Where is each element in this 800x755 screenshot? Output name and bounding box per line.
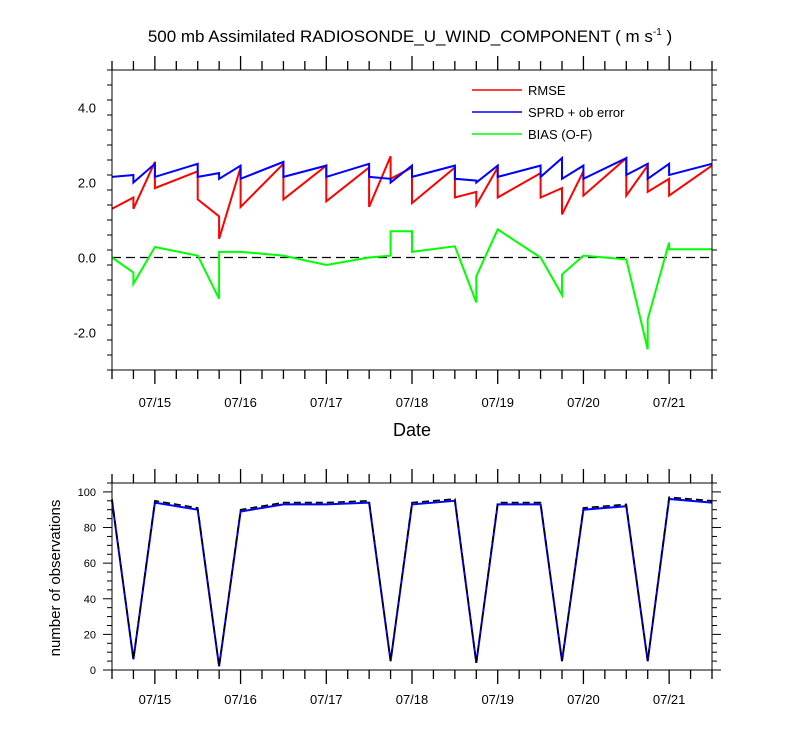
bottom-y-tick-labels: 0 20 40 60 80 100 — [78, 487, 96, 677]
x-tick-label: 07/18 — [396, 395, 429, 410]
x-axis-title: Date — [393, 420, 431, 440]
series-line-bias — [111, 227, 712, 350]
y-tick-label: 60 — [84, 558, 96, 570]
x-tick-label: 07/17 — [310, 395, 343, 410]
legend: RMSE SPRD + ob error BIAS (O-F) — [472, 83, 625, 142]
y-tick-label: 100 — [78, 487, 96, 499]
series-line-observations-dashed — [111, 496, 713, 667]
y-tick-label: 80 — [84, 523, 96, 535]
x-tick-label: 07/18 — [396, 692, 429, 707]
y-tick-label: 0 — [90, 665, 96, 677]
x-tick-label: 07/20 — [567, 692, 600, 707]
y-tick-label: 40 — [84, 594, 96, 606]
top-plot-frame — [111, 69, 713, 371]
series-line-rmse — [111, 155, 713, 240]
y-tick-label: 4.0 — [78, 101, 96, 116]
x-tick-label: 07/20 — [567, 395, 600, 410]
x-tick-label: 07/15 — [139, 692, 172, 707]
bottom-x-tick-labels: 07/15 07/16 07/17 07/18 07/19 07/20 07/21 — [139, 692, 686, 707]
bottom-axis-ticks — [103, 469, 721, 684]
y-tick-label: 0.0 — [78, 251, 96, 266]
top-x-tick-labels: 07/15 07/16 07/17 07/18 07/19 07/20 07/21 — [139, 395, 686, 410]
top-axis-ticks — [107, 56, 717, 384]
legend-label-bias: BIAS (O-F) — [528, 127, 592, 142]
bottom-plot-frame — [111, 482, 713, 671]
legend-label-rmse: RMSE — [528, 83, 566, 98]
x-tick-label: 07/19 — [481, 395, 514, 410]
chart-title: 500 mb Assimilated RADIOSONDE_U_WIND_COM… — [148, 27, 672, 46]
x-tick-label: 07/21 — [653, 395, 686, 410]
bottom-plot-area — [111, 496, 713, 667]
legend-label-sprd: SPRD + ob error — [528, 105, 625, 120]
y-tick-label: 2.0 — [78, 176, 96, 191]
x-tick-label: 07/16 — [224, 395, 257, 410]
y-axis-title-observations: number of observations — [47, 500, 64, 657]
series-line-sprd-ob-error — [111, 155, 713, 185]
x-tick-label: 07/21 — [653, 692, 686, 707]
y-tick-label: -2.0 — [74, 326, 96, 341]
x-tick-label: 07/19 — [481, 692, 514, 707]
x-tick-label: 07/17 — [310, 692, 343, 707]
y-tick-label: 20 — [84, 629, 96, 641]
x-tick-label: 07/16 — [224, 692, 257, 707]
series-line-observations-solid — [111, 497, 713, 667]
x-tick-label: 07/15 — [139, 395, 172, 410]
top-y-tick-labels: -2.0 0.0 2.0 4.0 — [74, 101, 96, 341]
top-plot-area — [111, 155, 713, 350]
